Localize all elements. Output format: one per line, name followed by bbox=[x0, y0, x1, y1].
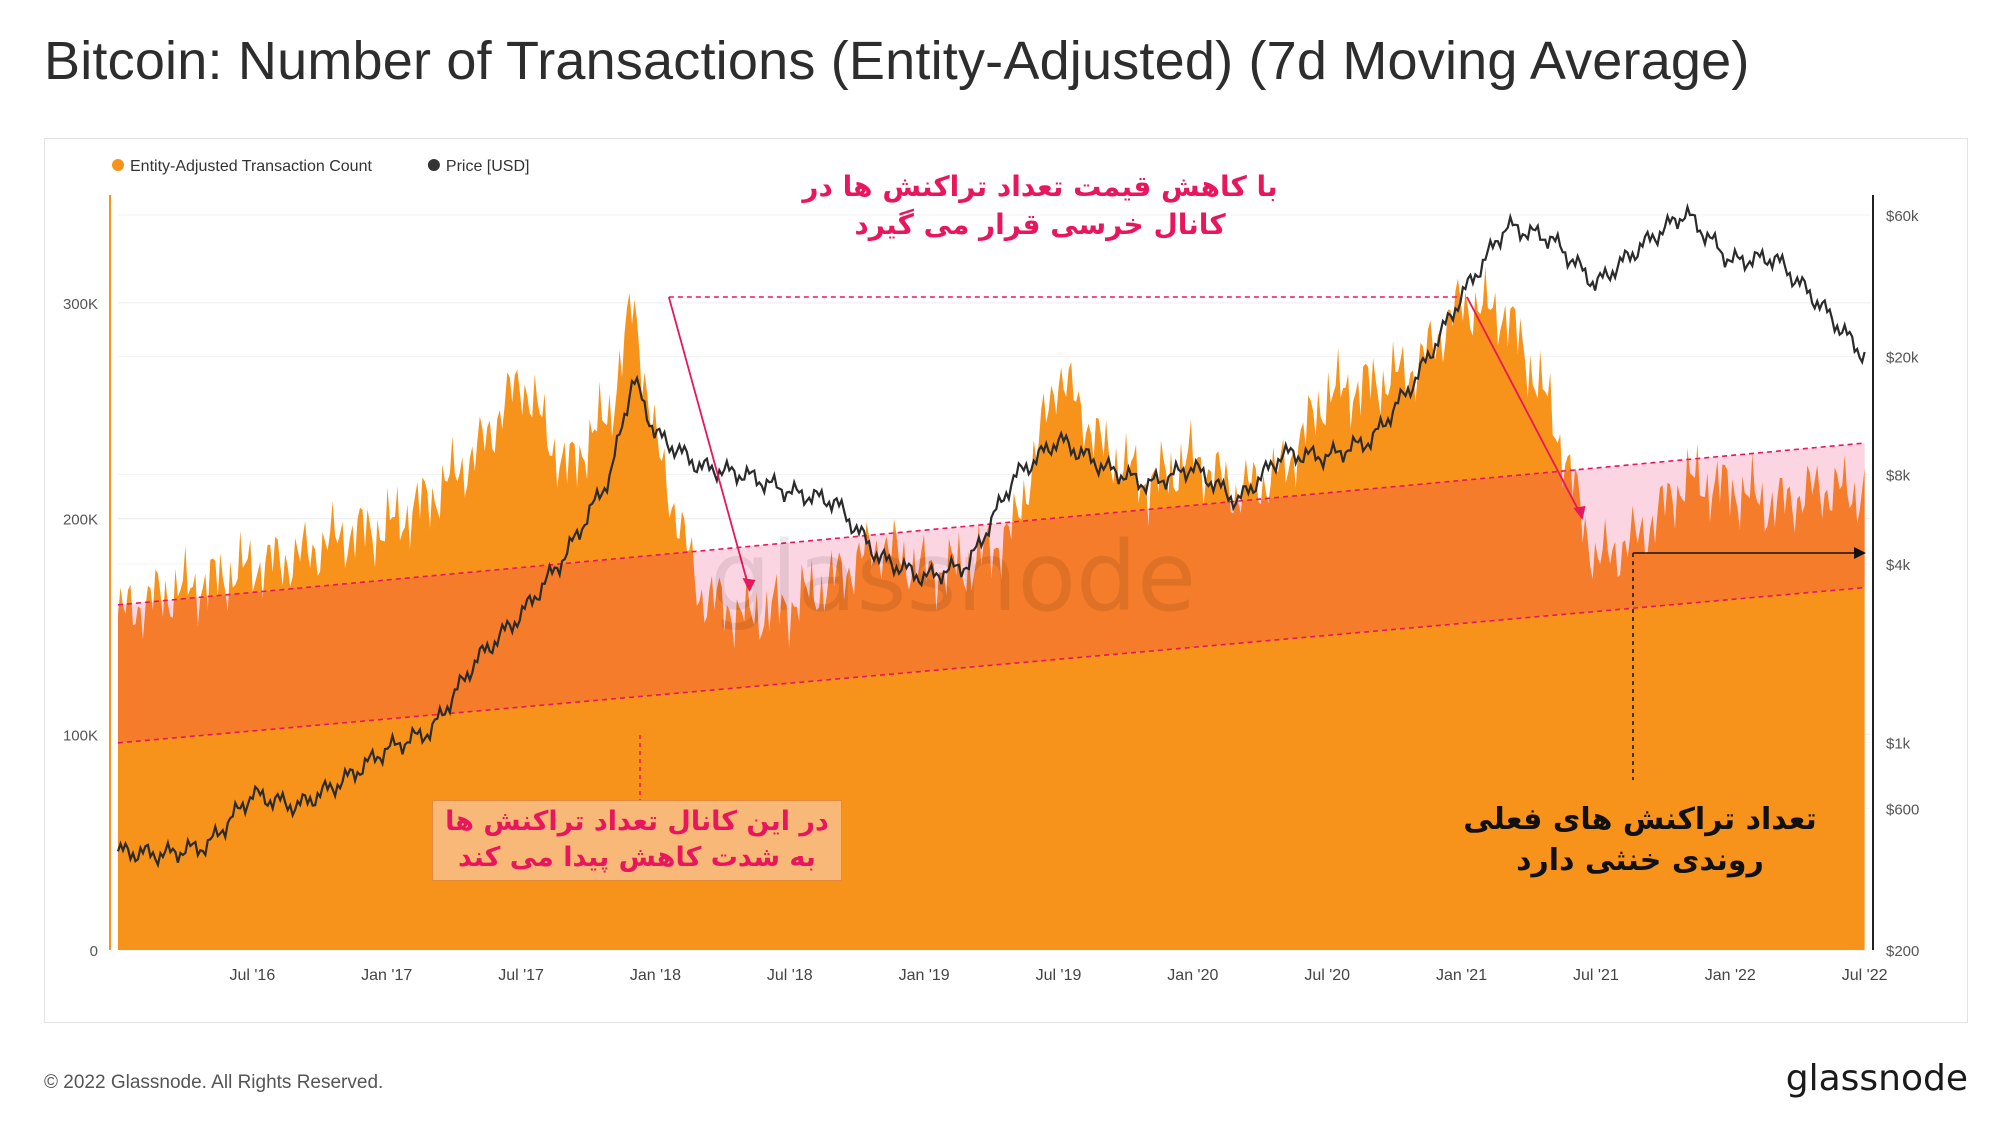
right-tick-label: $1k bbox=[1886, 736, 1911, 753]
left-tick-label: 300K bbox=[63, 296, 98, 313]
channel-overlap bbox=[118, 443, 1865, 743]
annotation-right: تعداد تراکنش های فعلی روندی خنثی دارد bbox=[1463, 802, 1817, 878]
arrow-2018-head bbox=[742, 578, 756, 592]
legend-label: Price [USD] bbox=[446, 158, 530, 175]
x-tick-label: Jan '19 bbox=[899, 967, 950, 984]
bear-channel bbox=[117, 442, 1865, 744]
arrow-2018 bbox=[667, 296, 751, 591]
arrow-2021 bbox=[1466, 296, 1584, 519]
brand-logo: glassnode bbox=[1785, 1058, 1968, 1099]
copyright: © 2022 Glassnode. All Rights Reserved. bbox=[44, 1072, 384, 1093]
right-tick-label: $600 bbox=[1886, 801, 1919, 818]
chart-frame bbox=[44, 138, 1968, 1023]
x-tick-label: Jul '19 bbox=[1036, 967, 1082, 984]
x-tick-label: Jan '20 bbox=[1167, 967, 1218, 984]
price-series bbox=[116, 202, 1866, 869]
x-tick-label: Jan '17 bbox=[361, 967, 412, 984]
annotation-top: با کاهش قیمت تعداد تراکنش ها در کانال خر… bbox=[802, 170, 1278, 241]
x-tick-label: Jul '22 bbox=[1842, 967, 1888, 984]
legend-dot bbox=[427, 159, 440, 171]
x-tick-label: Jan '22 bbox=[1705, 967, 1756, 984]
arrow-2021-head bbox=[1573, 506, 1586, 520]
left-tick-label: 100K bbox=[63, 727, 98, 744]
x-tick-label: Jan '21 bbox=[1436, 967, 1487, 984]
legend-label: Entity-Adjusted Transaction Count bbox=[130, 158, 372, 175]
price-line bbox=[116, 202, 1866, 869]
x-tick-label: Jul '21 bbox=[1573, 967, 1619, 984]
right-tick-label: $60k bbox=[1886, 208, 1919, 225]
right-tick-label: $20k bbox=[1886, 349, 1919, 366]
axes: 0 100K 200K 300K $200 $600 $1k $4k $8k $20k $60k Ju… bbox=[63, 195, 1919, 984]
neutral-arrow-head bbox=[1854, 547, 1866, 559]
annotation-marks bbox=[639, 296, 1866, 800]
right-tick-label: $200 bbox=[1886, 943, 1919, 960]
watermark: glassnode bbox=[710, 521, 1196, 633]
left-tick-label: 200K bbox=[63, 512, 98, 529]
chart-title: Bitcoin: Number of Transactions (Entity-… bbox=[44, 31, 1750, 91]
x-tick-label: Jul '20 bbox=[1304, 967, 1350, 984]
legend: Entity-Adjusted Transaction Count Price [… bbox=[112, 158, 529, 175]
x-tick-label: Jul '16 bbox=[229, 967, 275, 984]
x-tick-label: Jul '18 bbox=[767, 967, 813, 984]
legend-dot bbox=[112, 159, 124, 171]
annotation-left: در این کانال تعداد تراکنش ها به شدت کاهش… bbox=[432, 800, 842, 881]
right-tick-label: $4k bbox=[1886, 557, 1911, 574]
channel-lower-line bbox=[117, 586, 1865, 744]
x-tick-label: Jan '18 bbox=[630, 967, 681, 984]
x-tick-label: Jul '17 bbox=[498, 967, 544, 984]
left-tick-label: 0 bbox=[90, 943, 98, 960]
right-tick-label: $8k bbox=[1886, 468, 1911, 485]
